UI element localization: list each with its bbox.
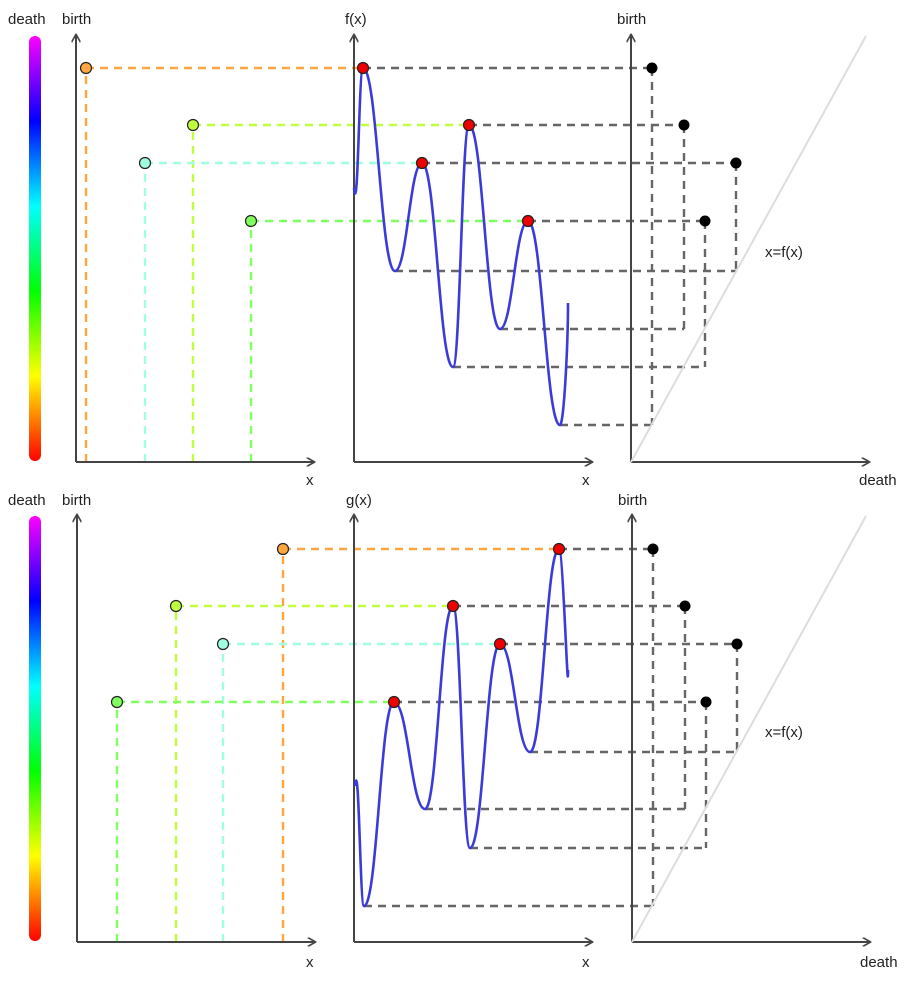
top-panel: death birth x f(x) x birth death x=f(x) [8, 11, 897, 489]
local-maximum-point [493, 637, 507, 651]
persistence-diagram-point [679, 600, 691, 612]
points-bottom [110, 542, 743, 709]
colorbar-label-bottom: death [8, 492, 46, 509]
mid-y-axis-label: g(x) [346, 492, 372, 509]
colorbar-top [29, 36, 41, 461]
birth-point [138, 156, 152, 170]
local-maximum-point [552, 542, 566, 556]
local-maximum-point [415, 156, 429, 170]
local-maximum-point [446, 599, 460, 613]
persistence-diagram-point [646, 62, 658, 74]
function-curve [353, 547, 570, 908]
bottom-panel: death birth x g(x) x birth death x=f(x) [8, 492, 898, 971]
birth-point [79, 61, 93, 75]
mid-x-axis-label: x [582, 954, 590, 971]
persistence-diagram-point [700, 696, 712, 708]
local-maximum-point [356, 61, 370, 75]
persistence-diagram-point [731, 638, 743, 650]
birth-point [244, 214, 258, 228]
diagonal-label: x=f(x) [765, 244, 803, 261]
local-maximum-point [462, 118, 476, 132]
birth-point [169, 599, 183, 613]
birth-point [110, 695, 124, 709]
diagonal-label: x=f(x) [765, 724, 803, 741]
mid-y-axis-label: f(x) [345, 11, 367, 28]
guides-bottom [115, 547, 739, 942]
persistence-diagram-point [678, 119, 690, 131]
mid-x-axis-label: x [582, 472, 590, 489]
right-y-axis-label: birth [617, 11, 646, 28]
colorbar-bottom [29, 516, 41, 941]
right-x-axis-label: death [859, 472, 897, 489]
birth-point [186, 118, 200, 132]
local-maximum-point [387, 695, 401, 709]
colorbar-label-top: death [8, 11, 46, 28]
function-curve [352, 66, 570, 427]
axes-top [76, 36, 868, 462]
persistence-diagram-point [647, 543, 659, 555]
persistence-diagram-point [730, 157, 742, 169]
right-y-axis-label: birth [618, 492, 647, 509]
left-x-axis-label: x [306, 472, 314, 489]
persistence-diagram-point [699, 215, 711, 227]
left-y-axis-label: birth [62, 11, 91, 28]
left-y-axis-label: birth [62, 492, 91, 509]
axes-bottom [77, 516, 869, 942]
diagonal-line [630, 35, 867, 463]
right-x-axis-label: death [860, 954, 898, 971]
local-maximum-point [521, 214, 535, 228]
guides-top [84, 66, 738, 462]
birth-point [216, 637, 230, 651]
points-top [79, 61, 742, 228]
left-x-axis-label: x [306, 954, 314, 971]
birth-point [276, 542, 290, 556]
diagonal-line [631, 515, 867, 943]
